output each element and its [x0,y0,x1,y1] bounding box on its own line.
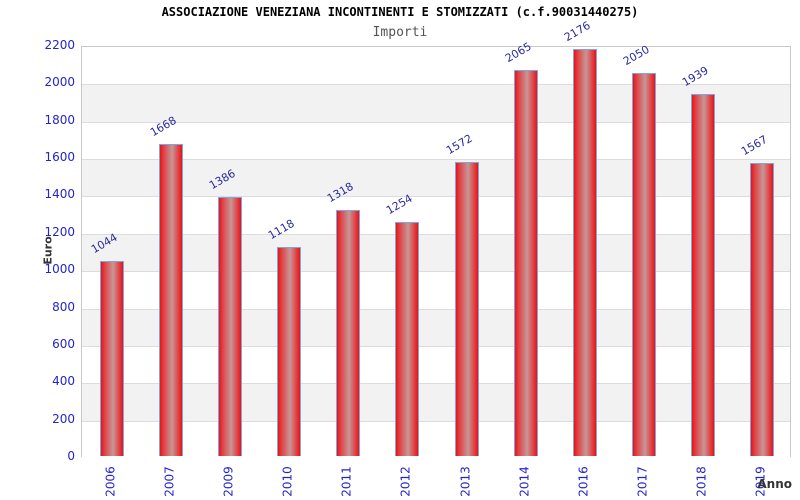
y-tick-label: 200 [52,411,75,426]
bar-2014 [514,70,538,456]
y-tick-label: 400 [52,374,75,389]
gridline [82,345,790,347]
bar-2012 [395,222,419,456]
background-band [82,47,790,85]
background-band [82,196,790,234]
y-tick-label: 1600 [44,150,75,165]
x-tick-label: 2018 [694,466,709,497]
background-band [82,84,790,122]
bar-2010 [277,247,301,456]
x-tick-label: 2009 [221,466,236,497]
y-tick-label: 800 [52,299,75,314]
x-tick-label: 2014 [517,466,532,497]
x-tick-label: 2010 [280,466,295,497]
x-tick-label: 2011 [339,466,354,497]
gridline [82,196,790,198]
x-tick-label: 2017 [635,466,650,497]
y-tick-label: 600 [52,336,75,351]
gridline [82,271,790,273]
gridline [82,383,790,385]
x-tick-label: 2007 [162,466,177,497]
gridline [82,159,790,161]
x-tick-label: 2006 [103,466,118,497]
bar-value-label: 2176 [562,18,593,45]
plot-area: 1044 1668 1386 1118 1318 1254 1572 2065 2176 2050… [81,19,791,458]
gridline [82,308,790,310]
x-tick-label: 2016 [576,466,591,497]
y-tick-label: 2200 [44,38,75,52]
bar-2019 [750,163,774,456]
background-band [82,383,790,421]
y-tick-label: 2000 [44,75,75,90]
gridline [82,121,790,123]
gridline [82,84,790,86]
background-band [82,233,790,272]
bar-2007 [159,144,183,456]
gridline [82,233,790,235]
x-tick-label: 2012 [398,466,413,497]
background-band [82,308,790,346]
background-band [82,121,790,160]
gridline [82,420,790,422]
chart-title: ASSOCIAZIONE VENEZIANA INCONTINENTI E ST… [161,5,639,19]
background-band [82,420,790,458]
y-tick-label: 1000 [44,262,75,277]
bar-2018 [691,94,715,456]
chart-subtitle: Importi [372,25,428,40]
x-axis-title: Anno [757,477,792,491]
y-tick-label: 1400 [44,187,75,202]
y-tick-label: 1200 [44,224,75,239]
background-band [82,159,790,197]
y-tick-label: 1800 [44,112,75,127]
background-band [82,345,790,384]
bar-2009 [218,197,242,456]
background-band [82,271,790,309]
bar-2017 [632,73,656,456]
bar-2006 [100,261,124,456]
bar-2013 [455,162,479,456]
x-tick-label: 2013 [458,466,473,497]
bar-2016 [573,49,597,456]
y-axis-title: Euro [41,236,55,265]
y-tick-label: 0 [67,449,75,463]
bar-2011 [336,210,360,456]
